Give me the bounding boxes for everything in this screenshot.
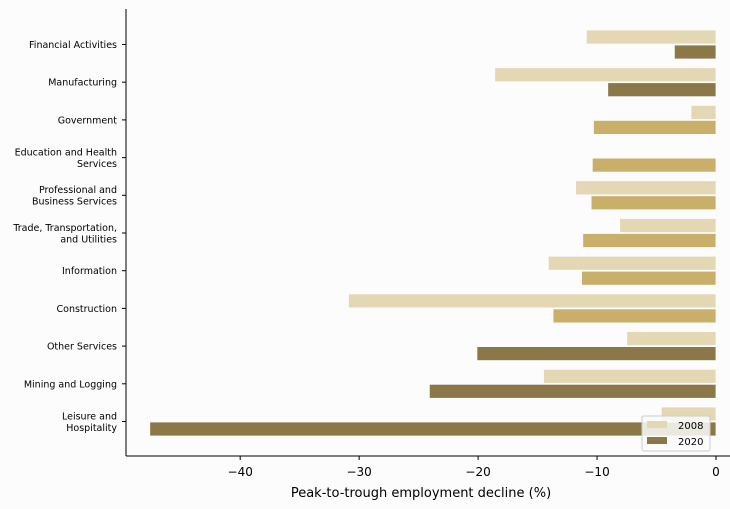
bar-2020-manufacturing bbox=[607, 82, 717, 98]
x-ticks-layer: −40 −30 −20 −10 0 bbox=[228, 456, 720, 479]
y-tick-label: Hospitality bbox=[66, 423, 117, 434]
bar-2008-financial-activities bbox=[585, 29, 717, 45]
bar-2008-manufacturing bbox=[494, 67, 717, 83]
bar-2020-government bbox=[593, 120, 717, 135]
bar-2008-mining-and-logging bbox=[543, 368, 717, 384]
bar-2020-education-and-health-services bbox=[591, 157, 717, 173]
y-tick-label: Services bbox=[77, 159, 117, 170]
y-tick-label: Government bbox=[58, 115, 118, 126]
bar-2008-trade-transportation-and-utilities bbox=[619, 218, 717, 233]
legend-swatch-2008 bbox=[647, 421, 667, 428]
y-tick-label: Manufacturing bbox=[48, 78, 117, 89]
y-tick-label: Financial Activities bbox=[29, 40, 117, 51]
y-tick-label: Business Services bbox=[32, 197, 117, 208]
bar-2008-other-services bbox=[626, 331, 717, 347]
bar-2008-information bbox=[547, 255, 717, 271]
y-ticks-layer: Financial Activities Manufacturing Governm… bbox=[12, 40, 126, 434]
y-tick-label: Mining and Logging bbox=[24, 379, 117, 390]
legend-label-2020: 2020 bbox=[678, 437, 703, 448]
x-tick-label: −30 bbox=[346, 465, 371, 479]
legend-swatch-2020 bbox=[647, 437, 667, 444]
legend: 2008 2020 bbox=[641, 415, 711, 452]
legend-label-2008: 2008 bbox=[678, 421, 703, 432]
y-tick-label: Education and Health bbox=[15, 147, 117, 158]
bar-2020-construction bbox=[552, 308, 717, 324]
bar-2008-professional-and-business-services bbox=[575, 180, 717, 196]
x-tick-label: −20 bbox=[465, 465, 490, 479]
bar-2020-information bbox=[581, 270, 717, 286]
bar-2020-leisure-and-hospitality bbox=[149, 421, 717, 437]
bar-2008-government bbox=[690, 105, 717, 120]
y-tick-label: Professional and bbox=[39, 185, 117, 196]
y-tick-label: Trade, Transportation, bbox=[12, 223, 117, 234]
y-tick-label: Construction bbox=[57, 304, 118, 315]
bar-2020-mining-and-logging bbox=[428, 383, 717, 399]
y-tick-label: Information bbox=[62, 266, 117, 277]
y-tick-label: Leisure and bbox=[62, 411, 117, 422]
x-tick-label: −10 bbox=[584, 465, 609, 479]
bar-2020-financial-activities bbox=[673, 44, 717, 60]
bar-2020-trade-transportation-and-utilities bbox=[582, 233, 717, 248]
x-tick-label: −40 bbox=[228, 465, 253, 479]
x-axis-label: Peak-to-trough employment decline (%) bbox=[291, 486, 551, 501]
y-tick-label: and Utilities bbox=[60, 234, 117, 245]
bar-2020-other-services bbox=[476, 346, 717, 362]
bars-layer bbox=[149, 29, 717, 437]
y-tick-label: Other Services bbox=[47, 342, 117, 353]
x-tick-label: 0 bbox=[712, 465, 720, 479]
bar-2008-construction bbox=[348, 293, 717, 309]
bar-2020-professional-and-business-services bbox=[590, 195, 717, 211]
